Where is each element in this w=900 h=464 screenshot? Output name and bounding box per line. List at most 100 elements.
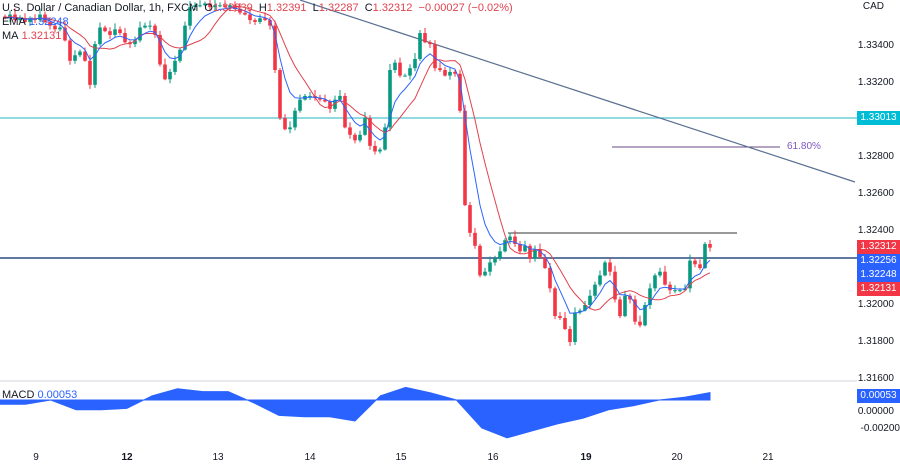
- candle: [243, 12, 247, 15]
- candle: [228, 5, 232, 8]
- high-value: 1.32391: [266, 2, 307, 14]
- candle: [288, 127, 292, 130]
- candle: [393, 62, 397, 71]
- price-tag: 1.32248: [857, 268, 900, 282]
- price-tick: 1.33200: [857, 77, 894, 88]
- candle: [138, 27, 142, 41]
- candle: [368, 118, 372, 146]
- macd-tick: 0.00000: [857, 406, 894, 417]
- candle: [663, 271, 667, 285]
- candle: [473, 232, 477, 246]
- candle: [608, 262, 612, 272]
- open-label: O: [204, 2, 213, 14]
- candle: [353, 134, 357, 141]
- candle: [493, 258, 497, 263]
- candle: [383, 127, 387, 150]
- macd-value-tag: 0.00053: [857, 389, 900, 403]
- candle: [183, 25, 187, 50]
- candle: [158, 34, 162, 65]
- candle: [73, 55, 77, 61]
- candle: [238, 9, 242, 13]
- candle: [283, 118, 287, 130]
- candle: [638, 321, 642, 326]
- candle: [553, 288, 557, 317]
- date-tick: 9: [33, 452, 39, 463]
- candle: [203, 3, 207, 6]
- candle: [378, 149, 382, 152]
- candle: [593, 284, 597, 296]
- candle: [263, 18, 267, 21]
- candle: [173, 60, 177, 72]
- candle: [278, 70, 282, 119]
- candle: [628, 295, 632, 300]
- candle: [603, 262, 607, 276]
- candle: [463, 110, 467, 206]
- macd-legend[interactable]: MACD 0.00053: [2, 389, 77, 401]
- candle: [408, 68, 412, 76]
- date-tick: 12: [121, 452, 133, 463]
- candle: [483, 271, 487, 276]
- macd-tick: -0.00200: [860, 423, 900, 434]
- candle: [3, 16, 7, 19]
- candle: [298, 99, 302, 111]
- candle: [428, 42, 432, 45]
- candle: [293, 110, 297, 128]
- close-label: C: [364, 2, 373, 14]
- candle: [108, 31, 112, 35]
- candle: [258, 18, 262, 22]
- candle: [338, 95, 342, 100]
- ema-legend[interactable]: EMA 1.32248: [2, 16, 69, 28]
- price-tick: 1.32800: [857, 151, 894, 162]
- candle: [148, 25, 152, 27]
- candle: [548, 268, 552, 289]
- date-tick: 16: [487, 452, 499, 463]
- candle: [708, 243, 712, 248]
- ma-legend[interactable]: MA 1.32131: [2, 30, 61, 42]
- low-value: 1.32287: [318, 2, 359, 14]
- candle: [118, 29, 122, 34]
- date-tick: 20: [671, 452, 683, 463]
- date-tick: 14: [304, 452, 316, 463]
- candle: [273, 25, 277, 71]
- candle: [533, 249, 537, 259]
- candle: [348, 127, 352, 135]
- close-value: 1.32312: [372, 2, 413, 14]
- candle: [268, 20, 272, 26]
- candle: [38, 14, 42, 21]
- candle: [503, 240, 507, 252]
- candle: [68, 40, 72, 61]
- candle: [153, 25, 157, 35]
- candle: [343, 95, 347, 128]
- candle: [598, 275, 602, 285]
- candle: [693, 260, 697, 265]
- candle: [58, 27, 62, 30]
- candle: [573, 312, 577, 342]
- candle: [403, 75, 407, 77]
- candle: [478, 245, 482, 276]
- price-tick: 1.33400: [857, 40, 894, 51]
- candle: [618, 299, 622, 317]
- candle: [63, 27, 67, 41]
- candle: [673, 290, 677, 292]
- candle: [188, 7, 192, 26]
- candle: [233, 5, 237, 9]
- candle: [143, 25, 147, 28]
- ema-line: [4, 7, 711, 314]
- trend-line[interactable]: [299, 0, 856, 183]
- candle: [488, 262, 492, 272]
- candle: [18, 18, 22, 21]
- candle: [103, 27, 107, 32]
- candle: [518, 243, 522, 252]
- candles: [3, 0, 712, 346]
- candle: [253, 20, 257, 22]
- candle: [163, 64, 167, 80]
- candle: [623, 295, 627, 317]
- candle: [498, 251, 502, 259]
- candle: [568, 329, 572, 342]
- macd-area: [0, 386, 711, 439]
- candle: [53, 25, 57, 30]
- candle: [223, 5, 227, 8]
- candle: [133, 40, 137, 45]
- candle: [698, 264, 702, 268]
